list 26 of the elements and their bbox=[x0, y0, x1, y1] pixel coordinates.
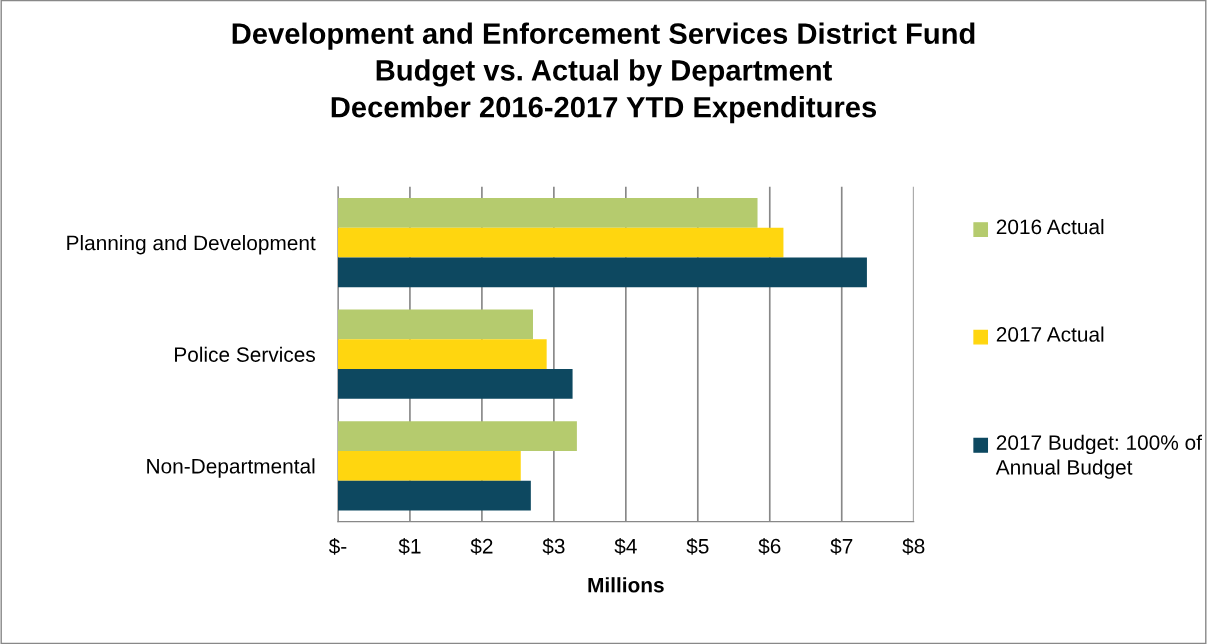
bar bbox=[337, 369, 573, 399]
x-axis-title: Millions bbox=[588, 577, 664, 593]
y-tick-label: Police Services bbox=[175, 346, 315, 362]
legend-label: 2017 Budget: 100% of Annual Budget bbox=[995, 434, 1202, 479]
x-tick-label: $1 bbox=[398, 537, 421, 555]
bar bbox=[337, 257, 867, 288]
y-tick-label: Planning and Development bbox=[67, 235, 316, 255]
y-tick-label: Non-Departmental bbox=[147, 458, 315, 478]
x-tick-label: $4 bbox=[614, 537, 637, 555]
x-tick-label: $3 bbox=[542, 537, 565, 555]
bar bbox=[337, 309, 533, 340]
x-tick-label: $8 bbox=[902, 537, 925, 555]
bar bbox=[337, 450, 521, 481]
legend-label: 2016 Actual bbox=[996, 218, 1104, 235]
x-tick-label: $7 bbox=[830, 537, 853, 555]
x-tick-label: $5 bbox=[686, 537, 709, 555]
bar bbox=[337, 480, 531, 511]
x-tick-label: $2 bbox=[470, 537, 493, 555]
bar bbox=[337, 197, 758, 228]
bar bbox=[337, 339, 547, 370]
x-tick-label: $- bbox=[328, 537, 347, 555]
x-tick-label: $6 bbox=[758, 537, 781, 555]
bar bbox=[337, 421, 577, 451]
bar bbox=[337, 227, 784, 258]
legend-label: 2017 Actual bbox=[996, 326, 1104, 342]
chart-title: Development and Enforcement Services District Fund Budget vs. Actual by Department December 2016-2017 YTD Expenditures bbox=[232, 22, 975, 124]
